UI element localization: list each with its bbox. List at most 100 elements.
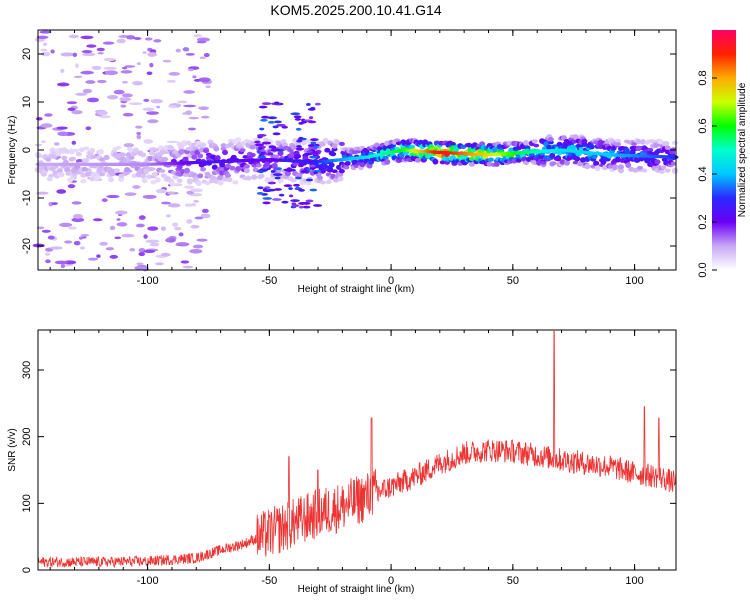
- spectrogram-cell: [273, 188, 282, 191]
- x-tick-label: 50: [507, 575, 519, 587]
- spectrogram-cell: [148, 150, 155, 156]
- spectrogram-cell: [182, 47, 190, 52]
- spectrogram-cell: [169, 181, 176, 187]
- spectrogram-cell: [142, 194, 157, 199]
- spectrogram-cell: [151, 171, 158, 178]
- snr-y-axis: 0 100 200 300: [21, 361, 676, 573]
- spectrogram-cell: [135, 82, 143, 86]
- spectrogram-cell: [660, 165, 667, 170]
- spectrogram-cell: [149, 62, 154, 68]
- spectrogram-cell: [262, 201, 271, 205]
- spectrogram-cell: [220, 146, 227, 151]
- spectrogram-cell: [275, 167, 282, 171]
- snr-y-axis-label: SNR (v/v): [7, 428, 18, 471]
- spectrogram-cell: [316, 175, 323, 180]
- spectrogram-cell: [200, 115, 210, 119]
- spectrogram-cell: [338, 168, 345, 174]
- spectrogram-cell: [295, 176, 302, 180]
- spectrogram-cell: [195, 180, 202, 187]
- spectrogram-cell: [540, 160, 547, 165]
- spectrogram-cell: [243, 168, 250, 174]
- spectrogram-cell: [224, 163, 231, 169]
- spectrogram-cell: [593, 160, 600, 166]
- spectrogram-cell: [167, 145, 174, 151]
- spectrogram-cell: [114, 236, 122, 240]
- spectrogram-cell: [174, 226, 182, 231]
- spectrogram-cell: [310, 141, 317, 145]
- spectrogram-cell: [256, 133, 267, 137]
- spectrogram-cell: [196, 40, 207, 44]
- spectrogram-cell: [47, 235, 55, 240]
- spectrogram-cell: [290, 160, 297, 163]
- spectrogram-cell: [51, 154, 58, 160]
- spectrogram-cell: [121, 233, 135, 238]
- spectrogram-cell: [260, 151, 266, 155]
- spectrogram-cell: [641, 168, 648, 173]
- spectrogram-cell: [50, 246, 63, 250]
- spectrogram-cell: [262, 188, 268, 192]
- spectrogram-cell: [99, 241, 108, 246]
- spectrogram-cell: [172, 222, 179, 227]
- spectrogram-cell: [290, 112, 301, 116]
- x-tick-label: -100: [137, 575, 159, 587]
- x-tick-label: -100: [137, 275, 159, 287]
- spectrogram-cell: [116, 38, 126, 44]
- spectrogram-cell: [287, 155, 294, 159]
- spectrogram-cell: [612, 164, 619, 171]
- spectrogram-cell: [162, 156, 169, 162]
- spectrogram-cell: [193, 200, 199, 203]
- spectrogram-cell: [617, 164, 624, 170]
- spectrogram-cell: [45, 259, 51, 264]
- spectrogram-cell: [204, 181, 211, 186]
- spectrogram-cell: [143, 249, 156, 253]
- spectrogram-cell: [45, 157, 52, 162]
- spectrogram-cell: [166, 140, 179, 144]
- spectrogram-cell: [276, 123, 286, 127]
- spectrogram-cell: [197, 173, 204, 179]
- spectrogram-cell: [65, 171, 72, 176]
- spectrogram-cell: [199, 56, 206, 60]
- spectrogram-x-axis-label: Height of straight line (km): [298, 284, 415, 295]
- spectrogram-cell: [496, 144, 503, 149]
- spectrogram-cell: [295, 147, 305, 151]
- spectrogram-cell: [563, 160, 570, 166]
- spectrogram-cell: [53, 142, 60, 146]
- spectrogram-cell: [229, 165, 236, 171]
- spectrogram-cell: [103, 154, 110, 160]
- spectrogram-cell: [36, 226, 45, 230]
- spectrogram-cell: [295, 153, 302, 159]
- spectrogram-cell: [39, 30, 52, 34]
- spectrogram-cell: [60, 68, 65, 74]
- spectrogram-cell: [273, 154, 280, 159]
- spectrogram-cell: [217, 179, 224, 186]
- spectrogram-cell: [80, 70, 94, 75]
- spectrogram-cell: [119, 97, 132, 102]
- spectrogram-cell: [144, 37, 153, 41]
- spectrogram-cell: [224, 173, 231, 179]
- spectrogram-cell: [337, 172, 344, 177]
- spectrogram-cell: [305, 178, 314, 182]
- spectrogram-cell: [314, 163, 321, 169]
- spectrogram-cell: [71, 217, 85, 223]
- spectrogram-cell: [268, 175, 275, 182]
- spectrogram-cell: [664, 168, 671, 173]
- spectrogram-cell: [83, 158, 90, 163]
- spectrogram-cell: [56, 126, 68, 130]
- spectrogram-cell: [71, 201, 82, 205]
- spectrogram-cell: [270, 170, 276, 173]
- spectrogram-cell: [60, 52, 75, 57]
- x-tick-label: -50: [261, 575, 277, 587]
- spectrogram-cell: [313, 171, 318, 175]
- spectrogram-cell: [64, 149, 71, 154]
- spectrogram-cell: [191, 154, 198, 160]
- spectrogram-cell: [186, 190, 195, 195]
- spectrogram-cell: [487, 157, 494, 162]
- spectrogram-cell: [180, 260, 190, 264]
- spectrogram-cell: [42, 42, 47, 46]
- spectrogram-cell: [80, 178, 87, 184]
- spectrogram-cell: [274, 176, 281, 180]
- spectrogram-cell: [226, 177, 233, 183]
- spectrogram-cell: [198, 106, 209, 110]
- spectrogram-cell: [333, 178, 340, 183]
